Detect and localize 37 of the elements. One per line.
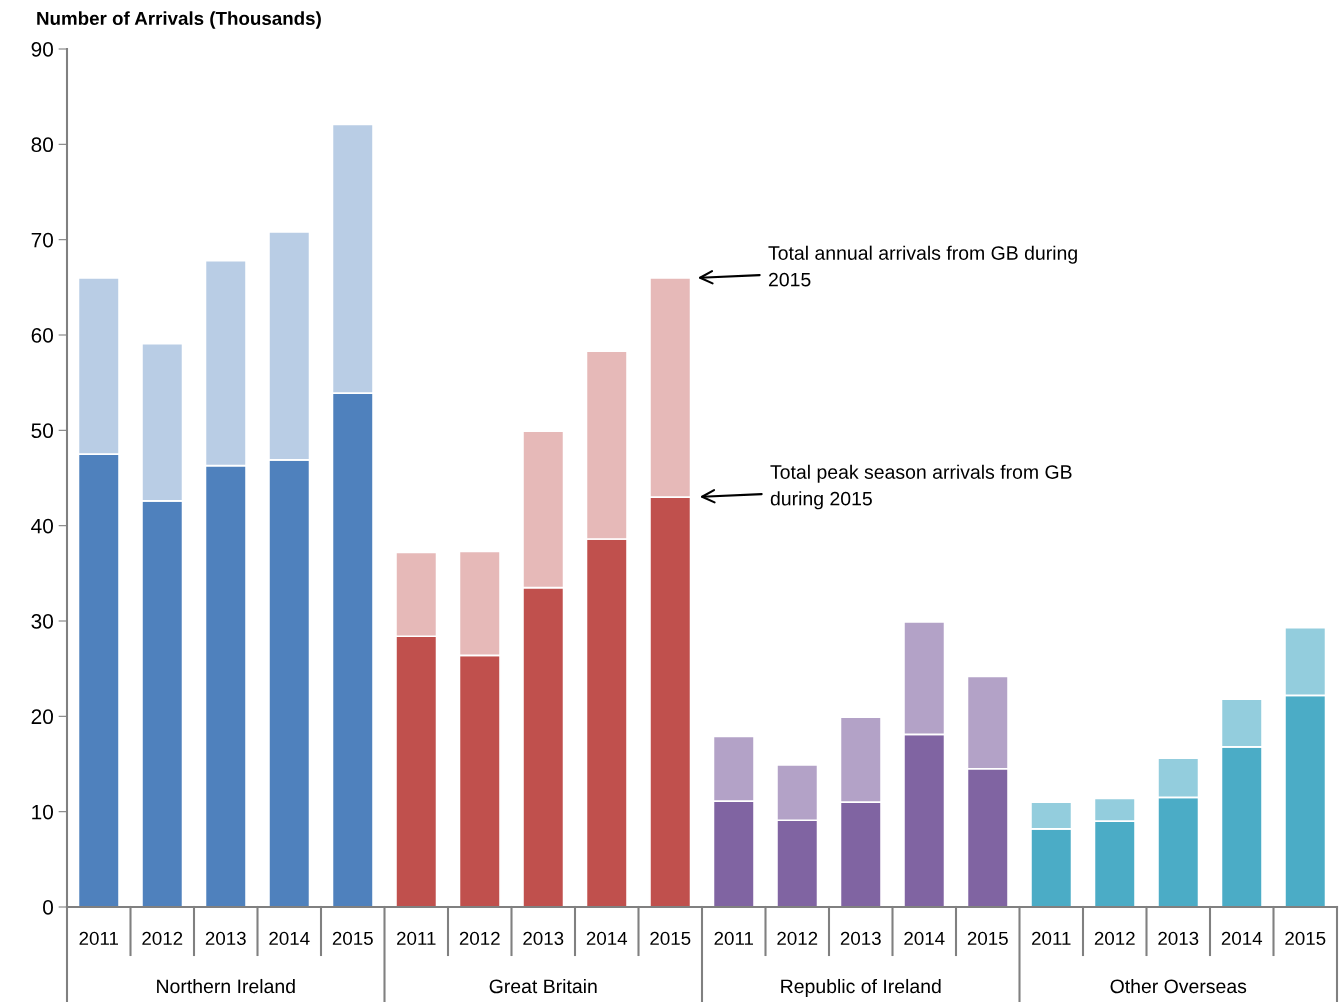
text: Republic of Ireland xyxy=(781,978,941,998)
text: Northern Ireland xyxy=(157,978,295,994)
y-tick-label: 60 xyxy=(31,328,53,343)
x-tick-label: 2011 xyxy=(79,931,118,946)
y-axis-title: Number of Arrivals (Thousands) xyxy=(37,11,321,29)
x-tick-label: 2015 xyxy=(650,931,691,946)
text: Great Britain xyxy=(489,978,597,994)
y-tick-label: 50 xyxy=(31,423,53,439)
text: Other Overseas xyxy=(1110,978,1247,994)
x-tick-label: 2013 xyxy=(205,931,246,946)
x-tick-label: 2014 xyxy=(1221,931,1263,946)
x-tick-label: 2015 xyxy=(967,931,1008,946)
x-tick-label: 2015 xyxy=(1285,931,1326,946)
x-tick-label: 2013 xyxy=(523,931,564,946)
y-tick-label: 80 xyxy=(31,137,53,153)
x-tick-label: 2012 xyxy=(142,931,183,946)
y-tick-label: 10 xyxy=(32,804,53,820)
annotation: Total annual arrivals from GB during 2015 xyxy=(768,245,1077,287)
x-tick-label: 2012 xyxy=(1094,931,1135,946)
y-tick-label: 40 xyxy=(31,518,53,534)
x-tick-label: 2014 xyxy=(904,931,945,946)
x-tick-label: 2012 xyxy=(777,931,818,946)
x-tick-label: 2013 xyxy=(840,931,881,946)
x-tick-label: 2011 xyxy=(397,931,436,946)
y-tick-label: 30 xyxy=(31,614,53,629)
x-tick-label: 2011 xyxy=(714,931,753,946)
x-tick-label: 2015 xyxy=(332,931,373,946)
y-tick-label: 0 xyxy=(43,900,53,915)
x-tick-label: 2011 xyxy=(1032,931,1071,946)
y-tick-label: 20 xyxy=(31,709,53,725)
y-tick-label: 90 xyxy=(31,42,53,57)
annotation: Total peak season arrivals from GB during 2015 xyxy=(770,464,1072,510)
x-tick-label: 2014 xyxy=(586,931,628,946)
x-tick-label: 2014 xyxy=(269,931,310,946)
y-tick-label: 70 xyxy=(31,232,53,248)
x-tick-label: 2013 xyxy=(1158,931,1199,946)
x-tick-label: 2012 xyxy=(459,931,500,946)
